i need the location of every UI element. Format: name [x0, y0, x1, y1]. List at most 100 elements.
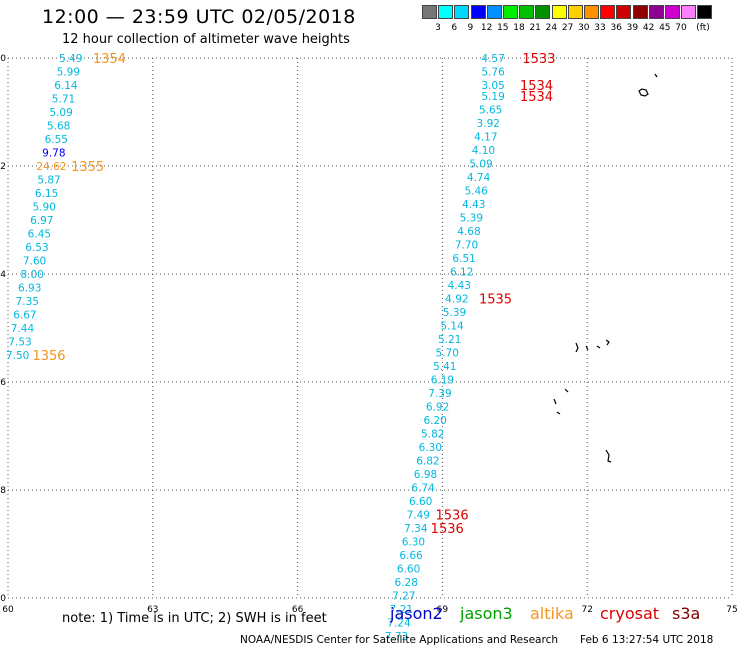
swh-value: 4.43	[448, 280, 471, 292]
island-outline	[585, 345, 589, 351]
swh-value: 6.15	[35, 188, 58, 200]
legend-swatch	[470, 5, 486, 19]
island-outline	[575, 342, 579, 353]
time-label: 1355	[71, 160, 104, 175]
time-label: 1356	[32, 349, 65, 364]
satellite-name-jason3: jason3	[460, 604, 513, 623]
legend-swatch	[438, 5, 454, 19]
legend-swatch	[454, 5, 470, 19]
legend-label: 18	[513, 23, 525, 33]
swh-value: 6.30	[402, 536, 425, 548]
legend-label: 24	[545, 23, 558, 33]
satellite-name-jason2: jason2	[390, 604, 443, 623]
legend-label: 33	[594, 23, 606, 33]
legend-swatch	[616, 5, 632, 19]
legend-swatch	[648, 5, 664, 19]
x-tick-label: 75	[726, 605, 737, 615]
swh-value: 7.50	[6, 350, 29, 362]
swh-value: 5.68	[47, 121, 70, 133]
legend-swatch	[697, 5, 713, 19]
swh-value: 7.73	[385, 631, 408, 643]
swh-value: 5.46	[464, 185, 488, 197]
island-outline	[553, 398, 557, 405]
swh-value: 9.78	[42, 148, 65, 160]
axis-labels: 60 63 66 69 72 75 0 -2 -4 -6 -8 -10	[0, 54, 738, 615]
page-subtitle: 12 hour collection of altimeter wave hei…	[62, 32, 350, 47]
legend-label: 3	[435, 23, 441, 33]
legend-swatch	[535, 5, 551, 19]
swh-value: 4.57	[481, 53, 504, 65]
legend-swatch	[503, 5, 518, 19]
x-tick-label: 63	[147, 605, 158, 615]
island-outline	[596, 345, 601, 349]
swh-value: 4.92	[445, 293, 468, 305]
swh-value: 6.82	[416, 455, 439, 467]
credit-line: NOAA/NESDIS Center for Satellite Applica…	[240, 634, 558, 646]
legend-swatch	[584, 5, 599, 19]
island-outlines	[553, 73, 658, 463]
swh-value: 6.92	[426, 401, 449, 413]
legend-swatch	[551, 5, 567, 19]
legend-label: 36	[610, 23, 622, 33]
swh-value: 5.70	[436, 347, 459, 359]
swh-value: 7.44	[11, 323, 35, 335]
swh-value: 5.09	[49, 107, 72, 119]
swh-value: 5.82	[421, 428, 444, 440]
swh-value: 6.60	[409, 496, 432, 508]
swh-value: 7.70	[455, 239, 478, 251]
x-tick-label: 69	[437, 605, 449, 615]
swh-value: 6.14	[54, 80, 78, 92]
time-label: 1354	[93, 52, 126, 67]
y-tick-label: -8	[0, 486, 6, 496]
swh-value: 6.55	[45, 134, 68, 146]
swh-value: 5.39	[443, 307, 466, 319]
island-outline	[654, 73, 658, 78]
time-label: 1535	[479, 292, 512, 307]
swh-value: 6.93	[18, 283, 41, 295]
legend-label: 27	[561, 23, 574, 33]
swh-value: 3.92	[477, 118, 500, 130]
swh-value: 6.97	[30, 215, 53, 227]
legend-label: 6	[451, 23, 458, 33]
island-outline	[564, 388, 569, 393]
swh-value: 5.14	[440, 320, 464, 332]
swh-value: 7.21	[390, 604, 413, 616]
swh-value: 8.00	[20, 269, 43, 281]
swh-value: 6.20	[423, 415, 446, 427]
swh-value: 7.53	[8, 337, 31, 349]
legend-swatch	[519, 5, 535, 19]
y-tick-label: -2	[0, 162, 6, 172]
island-outline	[605, 449, 612, 463]
swh-value: 6.45	[28, 229, 51, 241]
footer-note: note: 1) Time is in UTC; 2) SWH is in fe…	[62, 611, 327, 626]
swh-value: 5.76	[481, 67, 505, 79]
swh-value: 5.71	[52, 94, 75, 106]
swh-value: 5.65	[479, 104, 502, 116]
swh-value: 5.19	[481, 91, 504, 103]
swh-value: 6.30	[419, 442, 442, 454]
swh-value: 5.49	[59, 53, 82, 65]
y-tick-label: 0	[0, 54, 6, 64]
legend-label: 70	[675, 23, 687, 33]
legend-unit: (ft)	[696, 23, 710, 33]
satellite-name-altika: altika	[530, 604, 574, 623]
map-grid	[7, 57, 733, 599]
swh-value: 5.21	[438, 334, 461, 346]
page-title: 12:00 — 23:59 UTC 02/05/2018	[42, 6, 356, 28]
island-outline	[556, 411, 561, 415]
swh-value: 4.68	[457, 226, 480, 238]
legend-swatch	[422, 5, 437, 19]
y-tick-label: -4	[0, 270, 6, 280]
swh-value: 7.35	[16, 296, 39, 308]
y-tick-label: -6	[0, 378, 6, 388]
legend-label: 39	[626, 23, 639, 33]
legend-label: 42	[642, 23, 655, 33]
swh-value: 7.27	[392, 590, 415, 602]
island-outline	[638, 88, 649, 97]
swh-value: 7.24	[387, 617, 411, 629]
swh-value: 5.09	[469, 158, 492, 170]
swh-value: 6.74	[411, 482, 435, 494]
satellite-name-cryosat: cryosat	[600, 604, 660, 623]
swh-value: 7.49	[407, 509, 430, 521]
swh-value: 5.39	[460, 212, 483, 224]
